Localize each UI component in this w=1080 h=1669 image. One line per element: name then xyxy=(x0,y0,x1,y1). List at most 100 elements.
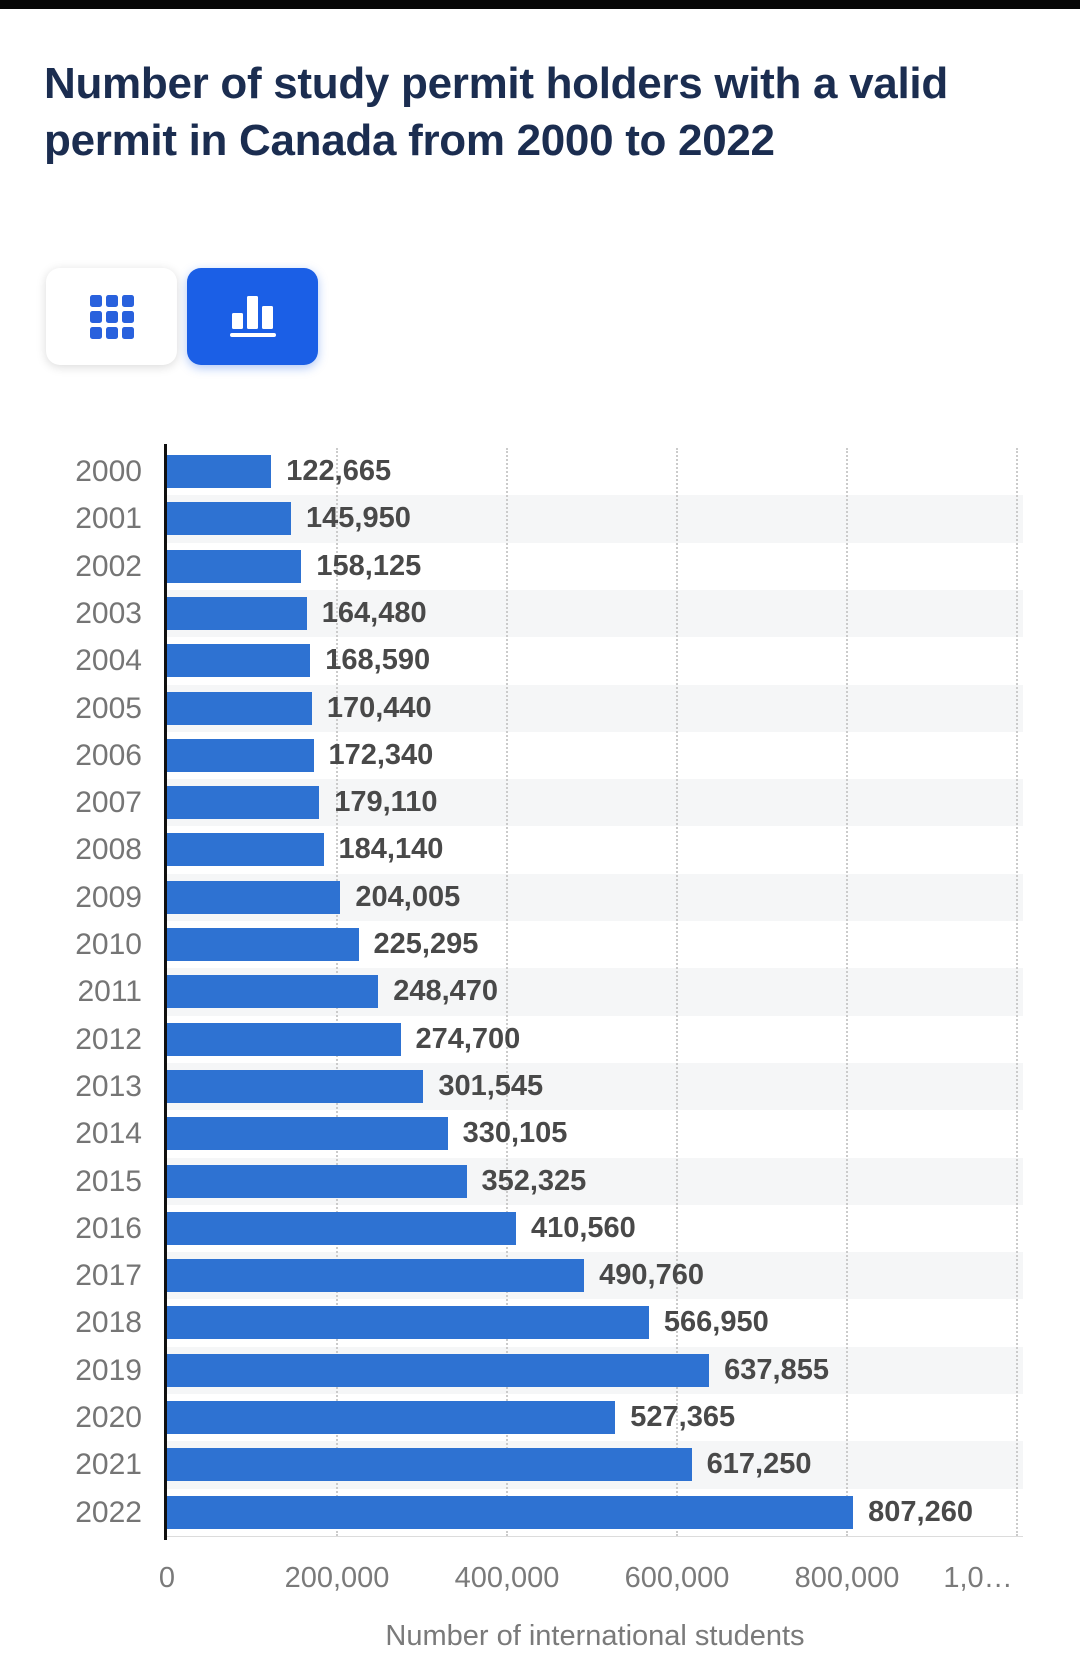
value-label: 170,440 xyxy=(326,691,432,724)
year-label: 2017 xyxy=(75,1259,142,1293)
bar xyxy=(167,1164,467,1198)
year-label: 2006 xyxy=(75,738,142,772)
page-title: Number of study permit holders with a va… xyxy=(44,59,948,166)
year-label: 2004 xyxy=(75,644,142,678)
bar xyxy=(167,1259,585,1293)
year-label: 2022 xyxy=(75,1495,142,1529)
y-axis-line xyxy=(164,444,167,1540)
year-label: 2018 xyxy=(75,1306,142,1340)
top-strip xyxy=(0,0,1080,9)
x-axis-tick: 600,000 xyxy=(624,1562,730,1594)
chart-row: 2008 184,140 xyxy=(0,826,1080,873)
x-axis-tick: 400,000 xyxy=(454,1562,560,1594)
bar xyxy=(167,1022,401,1056)
row-stripe xyxy=(166,495,1023,543)
year-label: 2014 xyxy=(75,1117,142,1151)
year-label: 2016 xyxy=(75,1211,142,1245)
chart-row: 2019 637,855 xyxy=(0,1346,1080,1394)
value-label: 490,760 xyxy=(599,1259,704,1292)
bar xyxy=(167,1069,424,1103)
chart-row: 2014 330,105 xyxy=(0,1110,1080,1157)
bar xyxy=(167,502,292,536)
bar xyxy=(167,1495,854,1529)
chart-row: 2009 204,005 xyxy=(0,873,1080,921)
chart-row: 2003 164,480 xyxy=(0,589,1080,638)
year-label: 2020 xyxy=(75,1401,142,1434)
year-label: 2012 xyxy=(75,1022,142,1056)
chart-row: 2005 170,440 xyxy=(0,684,1080,732)
value-label: 330,105 xyxy=(462,1117,568,1150)
value-label: 168,590 xyxy=(325,644,431,677)
gridline xyxy=(1016,448,1018,1536)
chart-row: 2015 352,325 xyxy=(0,1157,1080,1205)
bar xyxy=(167,1448,692,1482)
bar-chart: 2000 122,665 2001 145,950 2002 158,125 2003 164… xyxy=(0,444,1080,1540)
bar xyxy=(167,1211,516,1245)
chart-row: 2007 179,110 xyxy=(0,779,1080,827)
chart-row: 2012 274,700 xyxy=(0,1016,1080,1063)
year-label: 2011 xyxy=(77,975,142,1009)
chart-row: 2017 490,760 xyxy=(0,1252,1080,1300)
bar xyxy=(167,928,359,961)
value-label: 179,110 xyxy=(334,786,438,819)
value-label: 352,325 xyxy=(481,1164,587,1197)
value-label: 225,295 xyxy=(373,928,479,960)
value-label: 410,560 xyxy=(530,1211,636,1244)
year-label: 2019 xyxy=(75,1353,142,1387)
year-label: 2002 xyxy=(75,549,142,583)
table-view-button[interactable] xyxy=(46,268,177,365)
chart-row: 2000 122,665 xyxy=(0,448,1080,495)
value-label: 301,545 xyxy=(438,1069,544,1102)
value-label: 122,665 xyxy=(286,455,392,487)
year-label: 2015 xyxy=(75,1164,142,1198)
bar xyxy=(167,833,324,867)
chart-row: 2002 158,125 xyxy=(0,543,1080,590)
bar xyxy=(167,455,272,488)
x-axis-tick: 800,000 xyxy=(794,1562,900,1594)
bar xyxy=(167,1117,448,1151)
year-label: 2008 xyxy=(75,833,142,867)
x-axis-tick: 1,0… xyxy=(943,1562,1013,1594)
value-label: 566,950 xyxy=(663,1306,769,1339)
chart-row: 2020 527,365 xyxy=(0,1394,1080,1441)
chart-row: 2001 145,950 xyxy=(0,495,1080,543)
view-toggle-toolbar xyxy=(46,268,318,365)
bar xyxy=(167,691,312,725)
bar xyxy=(167,880,341,914)
year-label: 2021 xyxy=(75,1448,142,1482)
value-label: 617,250 xyxy=(706,1448,812,1481)
value-label: 204,005 xyxy=(355,880,461,913)
year-label: 2001 xyxy=(75,502,142,536)
year-label: 2007 xyxy=(75,786,142,820)
value-label: 248,470 xyxy=(393,975,499,1008)
plot-bottom-line xyxy=(166,1536,1023,1537)
bar xyxy=(167,975,379,1009)
x-axis-tick: 200,000 xyxy=(284,1562,390,1594)
chart-row: 2021 617,250 xyxy=(0,1441,1080,1489)
year-label: 2000 xyxy=(75,455,142,488)
bar xyxy=(167,644,311,678)
x-axis-tick: 0 xyxy=(158,1562,176,1594)
gridline xyxy=(676,448,678,1536)
value-label: 158,125 xyxy=(316,549,422,582)
row-stripe xyxy=(166,589,1023,638)
bar xyxy=(167,1401,616,1434)
chart-view-button[interactable] xyxy=(187,268,318,365)
chart-row: 2010 225,295 xyxy=(0,921,1080,968)
year-label: 2009 xyxy=(75,880,142,914)
bar xyxy=(167,738,314,772)
value-label: 527,365 xyxy=(630,1401,736,1433)
chart-row: 2004 168,590 xyxy=(0,637,1080,684)
year-label: 2005 xyxy=(75,691,142,725)
chart-row: 2018 566,950 xyxy=(0,1299,1080,1346)
value-label: 637,855 xyxy=(724,1353,829,1386)
bar xyxy=(167,1353,710,1387)
chart-row: 2006 172,340 xyxy=(0,732,1080,779)
bar xyxy=(167,549,302,583)
grid-icon xyxy=(89,294,134,339)
year-label: 2010 xyxy=(75,928,142,961)
bar xyxy=(167,786,320,820)
x-axis-ticks: 0 200,000 400,000 600,000 800,000 1,0… xyxy=(0,1560,1080,1596)
value-label: 164,480 xyxy=(321,596,427,629)
value-label: 807,260 xyxy=(868,1495,973,1528)
